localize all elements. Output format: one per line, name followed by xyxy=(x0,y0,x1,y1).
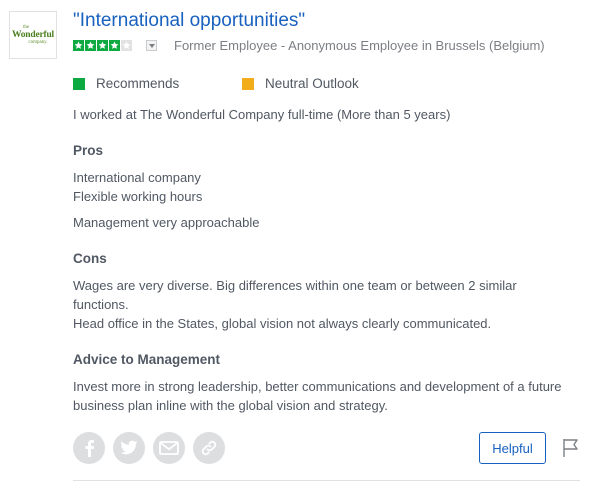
cons-heading: Cons xyxy=(73,251,107,266)
star-filled-icon xyxy=(73,40,84,51)
cons-line: Head office in the States, global vision… xyxy=(73,316,492,331)
pros-line: Flexible working hours xyxy=(73,189,203,204)
link-icon xyxy=(201,440,217,456)
review-title-link[interactable]: "International opportunities" xyxy=(73,10,306,31)
recommends-label: Recommends xyxy=(96,76,180,91)
twitter-icon xyxy=(120,440,138,455)
rating-stars xyxy=(73,40,133,51)
logo-text-wonderful: Wonderful xyxy=(11,30,54,40)
cons-line: functions. xyxy=(73,297,129,312)
recommends-green-square-icon xyxy=(73,78,85,90)
cons-line: Wages are very diverse. Big differences … xyxy=(73,278,517,293)
logo-text-the: the xyxy=(22,25,30,30)
review-author: Former Employee - Anonymous Employee in … xyxy=(174,38,545,53)
advice-line: Invest more in strong leadership, better… xyxy=(73,379,562,394)
star-empty-icon xyxy=(121,40,132,51)
twitter-share-button[interactable] xyxy=(113,432,145,464)
star-filled-icon xyxy=(85,40,96,51)
employment-info: I worked at The Wonderful Company full-t… xyxy=(73,107,451,122)
pros-heading: Pros xyxy=(73,143,104,158)
advice-line: business plan inline with the global vis… xyxy=(73,398,388,413)
logo-text-company: company. xyxy=(28,40,48,45)
pros-line: Management very approachable xyxy=(73,215,260,230)
email-share-button[interactable] xyxy=(153,432,185,464)
recommends-badge: Recommends xyxy=(73,76,179,92)
copy-link-button[interactable] xyxy=(193,432,225,464)
rating-details-dropdown[interactable] xyxy=(146,40,157,51)
pros-line: International company xyxy=(73,170,201,185)
email-icon xyxy=(159,441,179,455)
star-filled-icon xyxy=(97,40,108,51)
flag-icon[interactable] xyxy=(562,438,580,458)
outlook-label: Neutral Outlook xyxy=(265,76,359,91)
outlook-yellow-square-icon xyxy=(242,78,254,90)
star-filled-icon xyxy=(109,40,120,51)
review-divider xyxy=(73,480,580,481)
advice-heading: Advice to Management xyxy=(73,352,221,367)
outlook-badge: Neutral Outlook xyxy=(242,76,359,92)
facebook-icon xyxy=(85,440,94,457)
helpful-button[interactable]: Helpful xyxy=(479,432,546,464)
facebook-share-button[interactable] xyxy=(73,432,105,464)
company-logo[interactable]: the Wonderful company. xyxy=(9,11,57,59)
